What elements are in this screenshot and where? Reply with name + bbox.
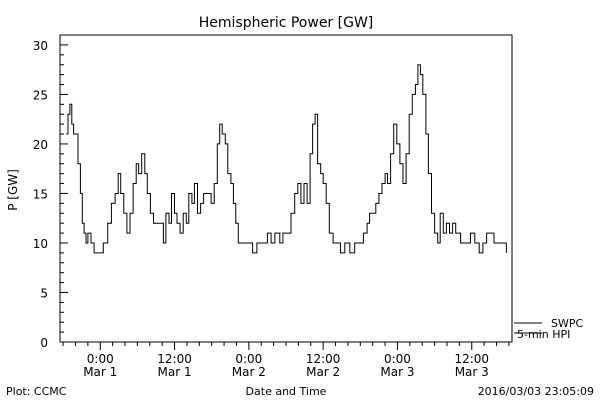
x-axis-label: Date and Time [246,385,327,398]
y-tick-label: 20 [33,138,48,152]
y-axis: 0 5 10 15 20 25 30 [33,34,68,350]
x-tick-time-label: 0:00 [384,352,411,366]
chart-title: Hemispheric Power [GW] [199,15,374,31]
legend-hpi-label: 5-min HPI [517,328,570,341]
x-tick-date-label: Mar 1 [83,365,117,379]
y-tick-label: 15 [33,187,48,201]
x-tick-date-label: Mar 3 [455,365,489,379]
x-tick-time-label: 0:00 [87,352,114,366]
y-tick-label: 0 [40,336,48,350]
x-tick-time-label: 12:00 [454,352,489,366]
y-axis-label: P [GW] [6,169,20,211]
y-tick-label: 5 [40,286,48,300]
legend: SWPC 5-min HPI [514,317,583,341]
x-tick-time-label: 0:00 [235,352,262,366]
footer-left: Plot: CCMC [6,385,67,398]
x-tick-date-label: Mar 2 [232,365,266,379]
y-tick-label: 10 [33,237,48,251]
x-tick-date-label: Mar 2 [306,365,340,379]
y-tick-label: 30 [33,39,48,53]
x-tick-date-label: Mar 3 [380,365,414,379]
x-tick-time-label: 12:00 [306,352,341,366]
y-tick-label: 25 [33,88,48,102]
footer-timestamp: 2016/03/03 23:05:09 [478,385,594,398]
legend-swpc-label: SWPC [551,317,583,330]
x-tick-date-label: Mar 1 [158,365,192,379]
x-tick-time-label: 12:00 [157,352,192,366]
plot-frame [59,34,513,343]
hpi-series-line [66,64,507,254]
